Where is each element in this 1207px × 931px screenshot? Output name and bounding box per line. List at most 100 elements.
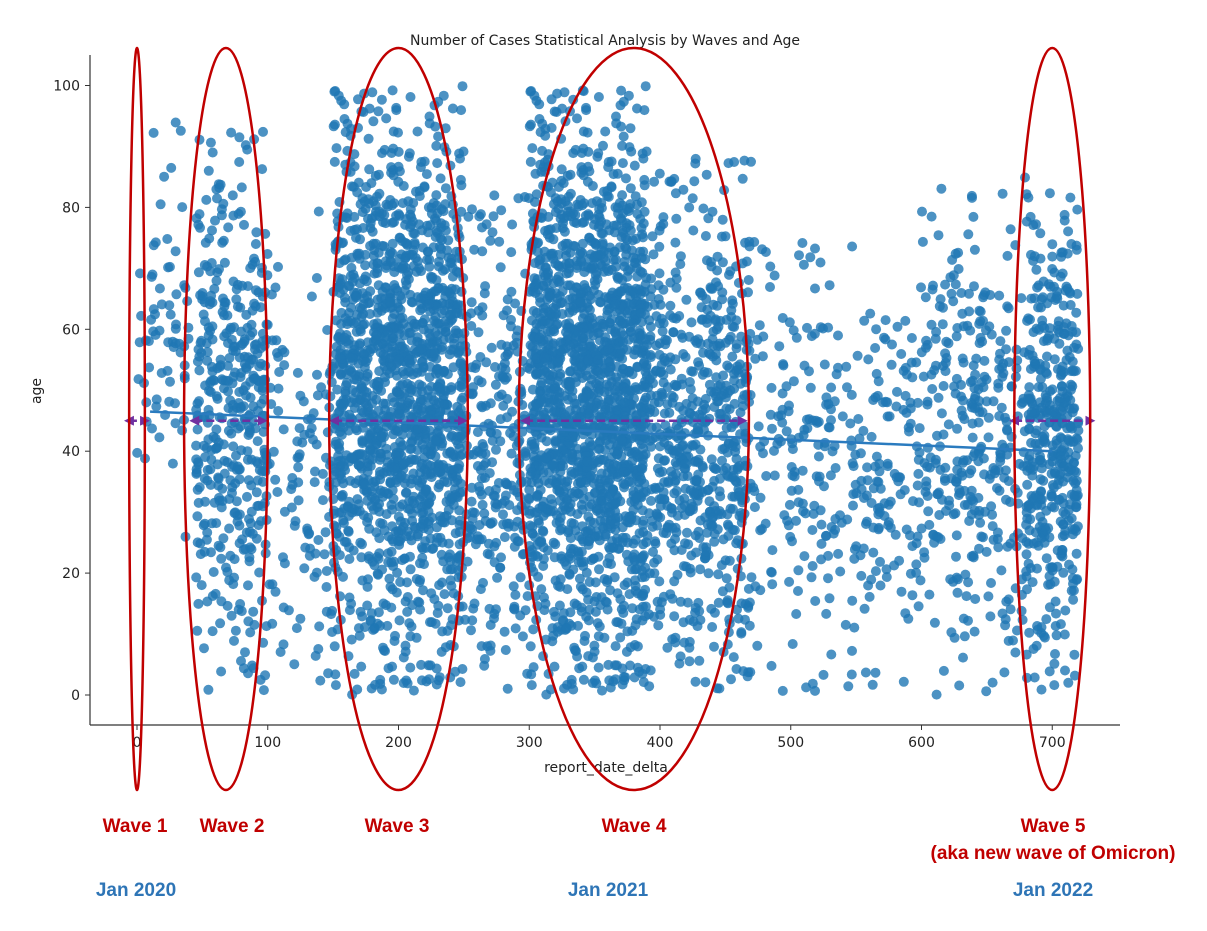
- data-point: [753, 421, 764, 432]
- data-point: [398, 181, 409, 191]
- data-point: [275, 647, 286, 657]
- data-point: [531, 490, 542, 501]
- data-point: [506, 314, 516, 325]
- data-point: [416, 343, 427, 354]
- data-point: [847, 241, 858, 252]
- data-point: [191, 404, 202, 415]
- data-point: [492, 572, 503, 583]
- data-point: [382, 326, 393, 337]
- data-point: [341, 380, 351, 391]
- data-point: [621, 218, 632, 229]
- data-point: [378, 598, 389, 609]
- data-point: [411, 632, 422, 643]
- data-point: [331, 143, 342, 154]
- data-point: [354, 346, 365, 357]
- data-point: [345, 475, 356, 486]
- data-point: [420, 287, 431, 298]
- data-point: [446, 382, 457, 393]
- data-point: [170, 246, 181, 257]
- data-point: [500, 351, 511, 362]
- data-point: [192, 413, 203, 424]
- data-point: [700, 403, 711, 414]
- data-point: [380, 218, 391, 229]
- data-point: [912, 480, 923, 491]
- data-point: [230, 346, 241, 357]
- data-point: [340, 212, 351, 223]
- data-point: [525, 156, 536, 167]
- data-point: [407, 515, 418, 526]
- data-point: [293, 495, 304, 506]
- data-point: [416, 542, 427, 553]
- data-point: [500, 477, 511, 488]
- data-point: [214, 182, 225, 193]
- data-point: [445, 345, 456, 356]
- data-point: [165, 309, 176, 320]
- data-point: [617, 158, 628, 169]
- data-point: [336, 307, 347, 318]
- data-point: [681, 294, 692, 305]
- data-point: [597, 239, 608, 250]
- data-point: [784, 576, 795, 587]
- data-point: [749, 237, 760, 247]
- data-point: [783, 406, 794, 417]
- data-point: [385, 247, 396, 257]
- data-point: [724, 555, 735, 566]
- data-point: [510, 623, 521, 634]
- data-point: [847, 595, 858, 606]
- data-point: [234, 509, 245, 520]
- data-point: [405, 387, 416, 398]
- data-point: [432, 608, 443, 618]
- data-point: [495, 262, 506, 273]
- data-point: [266, 289, 277, 300]
- data-point: [645, 352, 656, 363]
- data-point: [570, 144, 581, 155]
- data-point: [435, 173, 446, 184]
- data-point: [349, 149, 360, 160]
- data-point: [379, 209, 390, 220]
- data-point: [256, 516, 266, 527]
- data-point: [672, 510, 683, 521]
- data-point: [164, 300, 175, 311]
- data-point: [215, 542, 226, 553]
- data-point: [398, 678, 409, 688]
- data-point: [515, 610, 526, 621]
- data-point: [478, 577, 488, 588]
- data-point: [283, 605, 294, 616]
- data-point: [423, 246, 434, 257]
- data-point: [399, 285, 410, 296]
- data-point: [678, 617, 689, 628]
- data-point: [550, 611, 561, 622]
- data-point: [717, 586, 728, 597]
- data-point: [766, 660, 777, 671]
- data-point: [544, 292, 555, 303]
- data-point: [583, 354, 593, 365]
- data-point: [159, 171, 170, 182]
- data-point: [744, 620, 755, 631]
- data-point: [218, 375, 229, 386]
- data-point: [527, 528, 538, 539]
- data-point: [551, 223, 562, 233]
- data-point: [698, 203, 709, 214]
- data-point: [354, 506, 365, 516]
- data-point: [529, 442, 540, 452]
- data-point: [250, 344, 260, 355]
- data-point: [454, 460, 465, 471]
- data-point: [424, 497, 435, 508]
- data-point: [575, 368, 586, 379]
- data-point: [538, 554, 549, 564]
- data-point: [733, 490, 744, 501]
- data-point: [584, 304, 595, 315]
- data-point: [148, 127, 159, 138]
- data-point: [214, 264, 224, 275]
- data-point: [240, 544, 251, 554]
- data-point: [543, 272, 554, 283]
- data-point: [517, 631, 528, 642]
- data-point: [382, 620, 393, 631]
- data-point: [693, 334, 704, 345]
- data-point: [329, 641, 340, 652]
- data-point: [345, 315, 356, 326]
- data-point: [601, 379, 612, 390]
- data-point: [194, 365, 205, 376]
- data-point: [649, 557, 660, 568]
- data-point: [202, 355, 213, 366]
